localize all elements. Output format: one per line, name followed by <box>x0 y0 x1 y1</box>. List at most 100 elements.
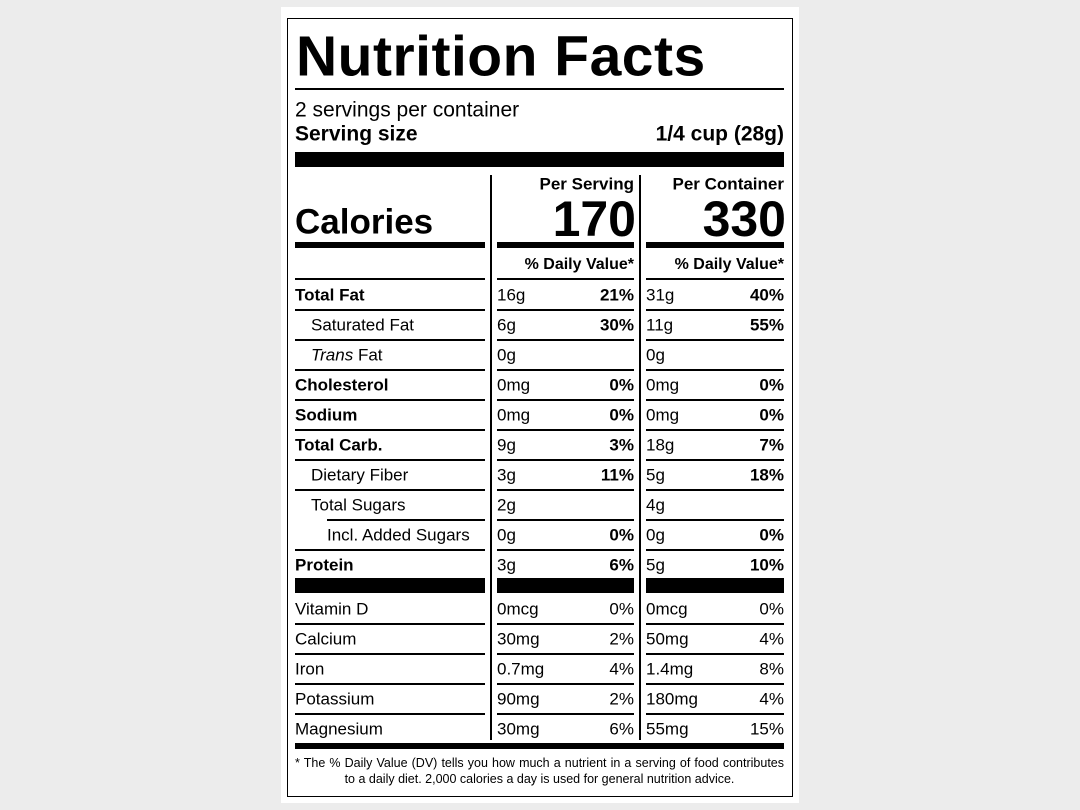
daily-value: 4% <box>609 659 634 679</box>
rule <box>295 429 485 431</box>
daily-value: 21% <box>599 285 634 305</box>
daily-value: 0% <box>759 525 784 545</box>
daily-value: 4% <box>759 689 784 709</box>
rule <box>646 683 784 685</box>
rule <box>646 399 784 401</box>
dv-header: % Daily Value* <box>524 256 634 273</box>
rule <box>327 519 485 521</box>
rule <box>295 459 485 461</box>
thick-rule <box>497 242 634 248</box>
rule <box>295 683 485 685</box>
rule <box>497 309 634 311</box>
daily-value: 0% <box>759 405 784 425</box>
thick-rule <box>497 578 634 593</box>
nutrient-name-italic: Trans <box>311 345 354 365</box>
amount: 0g <box>497 525 516 545</box>
amount: 9g <box>497 435 516 455</box>
rule <box>646 489 784 491</box>
daily-value: 55% <box>749 315 784 335</box>
daily-value: 0% <box>759 599 784 619</box>
amount: 0mcg <box>646 599 688 619</box>
amount: 4g <box>646 495 665 515</box>
rule <box>497 623 634 625</box>
daily-value: 0% <box>609 375 634 395</box>
rule <box>497 429 634 431</box>
rule <box>497 489 634 491</box>
amount: 1.4mg <box>646 659 694 679</box>
daily-value: 8% <box>759 659 784 679</box>
amount: 50mg <box>646 629 689 649</box>
amount: 11g <box>646 315 674 335</box>
amount: 5g <box>646 465 665 485</box>
column-header: Per Container <box>672 174 784 194</box>
rule <box>295 713 485 715</box>
rule <box>646 429 784 431</box>
amount: 180mg <box>646 689 698 709</box>
daily-value: 0% <box>609 525 634 545</box>
nutrient-name: Total Sugars <box>311 495 406 515</box>
daily-value: 2% <box>609 629 634 649</box>
daily-value: 3% <box>609 435 634 455</box>
daily-value: 30% <box>599 315 634 335</box>
calories-value: 330 <box>702 191 786 247</box>
nutrient-name: Total Fat <box>295 285 365 305</box>
label-border <box>287 18 793 797</box>
nutrient-name: Iron <box>295 659 325 679</box>
rule <box>295 549 485 551</box>
amount: 16g <box>497 285 526 305</box>
calories-label: Calories <box>295 202 434 242</box>
rule <box>295 88 784 90</box>
column-divider <box>639 175 641 740</box>
amount: 0mg <box>646 405 680 425</box>
amount: 0.7mg <box>497 659 545 679</box>
rule <box>497 339 634 341</box>
amount: 0mcg <box>497 599 539 619</box>
rule <box>295 489 485 491</box>
nutrient-name: Vitamin D <box>295 599 369 619</box>
daily-value: 15% <box>749 719 784 739</box>
daily-value: 0% <box>609 599 634 619</box>
nutrient-name: Sodium <box>295 405 358 425</box>
daily-value: 6% <box>609 555 634 575</box>
daily-value: 18% <box>749 465 784 485</box>
daily-value: 11% <box>600 465 634 485</box>
column-header: Per Serving <box>539 174 635 194</box>
nutrient-name: Calcium <box>295 629 357 649</box>
rule <box>646 519 784 521</box>
rule <box>497 399 634 401</box>
daily-value: 6% <box>609 719 634 739</box>
thick-rule <box>295 578 485 593</box>
amount: 0mg <box>497 405 531 425</box>
daily-value: 0% <box>609 405 634 425</box>
rule <box>497 549 634 551</box>
rule <box>497 519 634 521</box>
amount: 3g <box>497 555 516 575</box>
rule <box>497 653 634 655</box>
rule <box>646 713 784 715</box>
footnote: * The % Daily Value (DV) tells you how m… <box>295 756 784 786</box>
amount: 0g <box>646 345 665 365</box>
daily-value: 2% <box>609 689 634 709</box>
rule <box>497 278 634 280</box>
serving-size-label: Serving size <box>295 122 418 146</box>
thick-rule <box>646 578 784 593</box>
rule <box>295 309 485 311</box>
nutrient-name: Dietary Fiber <box>311 465 409 485</box>
rule <box>646 623 784 625</box>
nutrient-name: Protein <box>295 555 354 575</box>
rule <box>497 459 634 461</box>
rule <box>646 339 784 341</box>
servings: 2 servings per container <box>295 98 520 122</box>
thick-rule <box>295 152 784 167</box>
amount: 30mg <box>497 719 540 739</box>
amount: 18g <box>646 435 675 455</box>
nutrient-name: Magnesium <box>295 719 383 739</box>
daily-value: 4% <box>759 629 784 649</box>
amount: 55mg <box>646 719 689 739</box>
amount: 30mg <box>497 629 540 649</box>
nutrient-name: Potassium <box>295 689 375 709</box>
amount: 3g <box>497 465 516 485</box>
rule <box>646 653 784 655</box>
rule <box>646 549 784 551</box>
